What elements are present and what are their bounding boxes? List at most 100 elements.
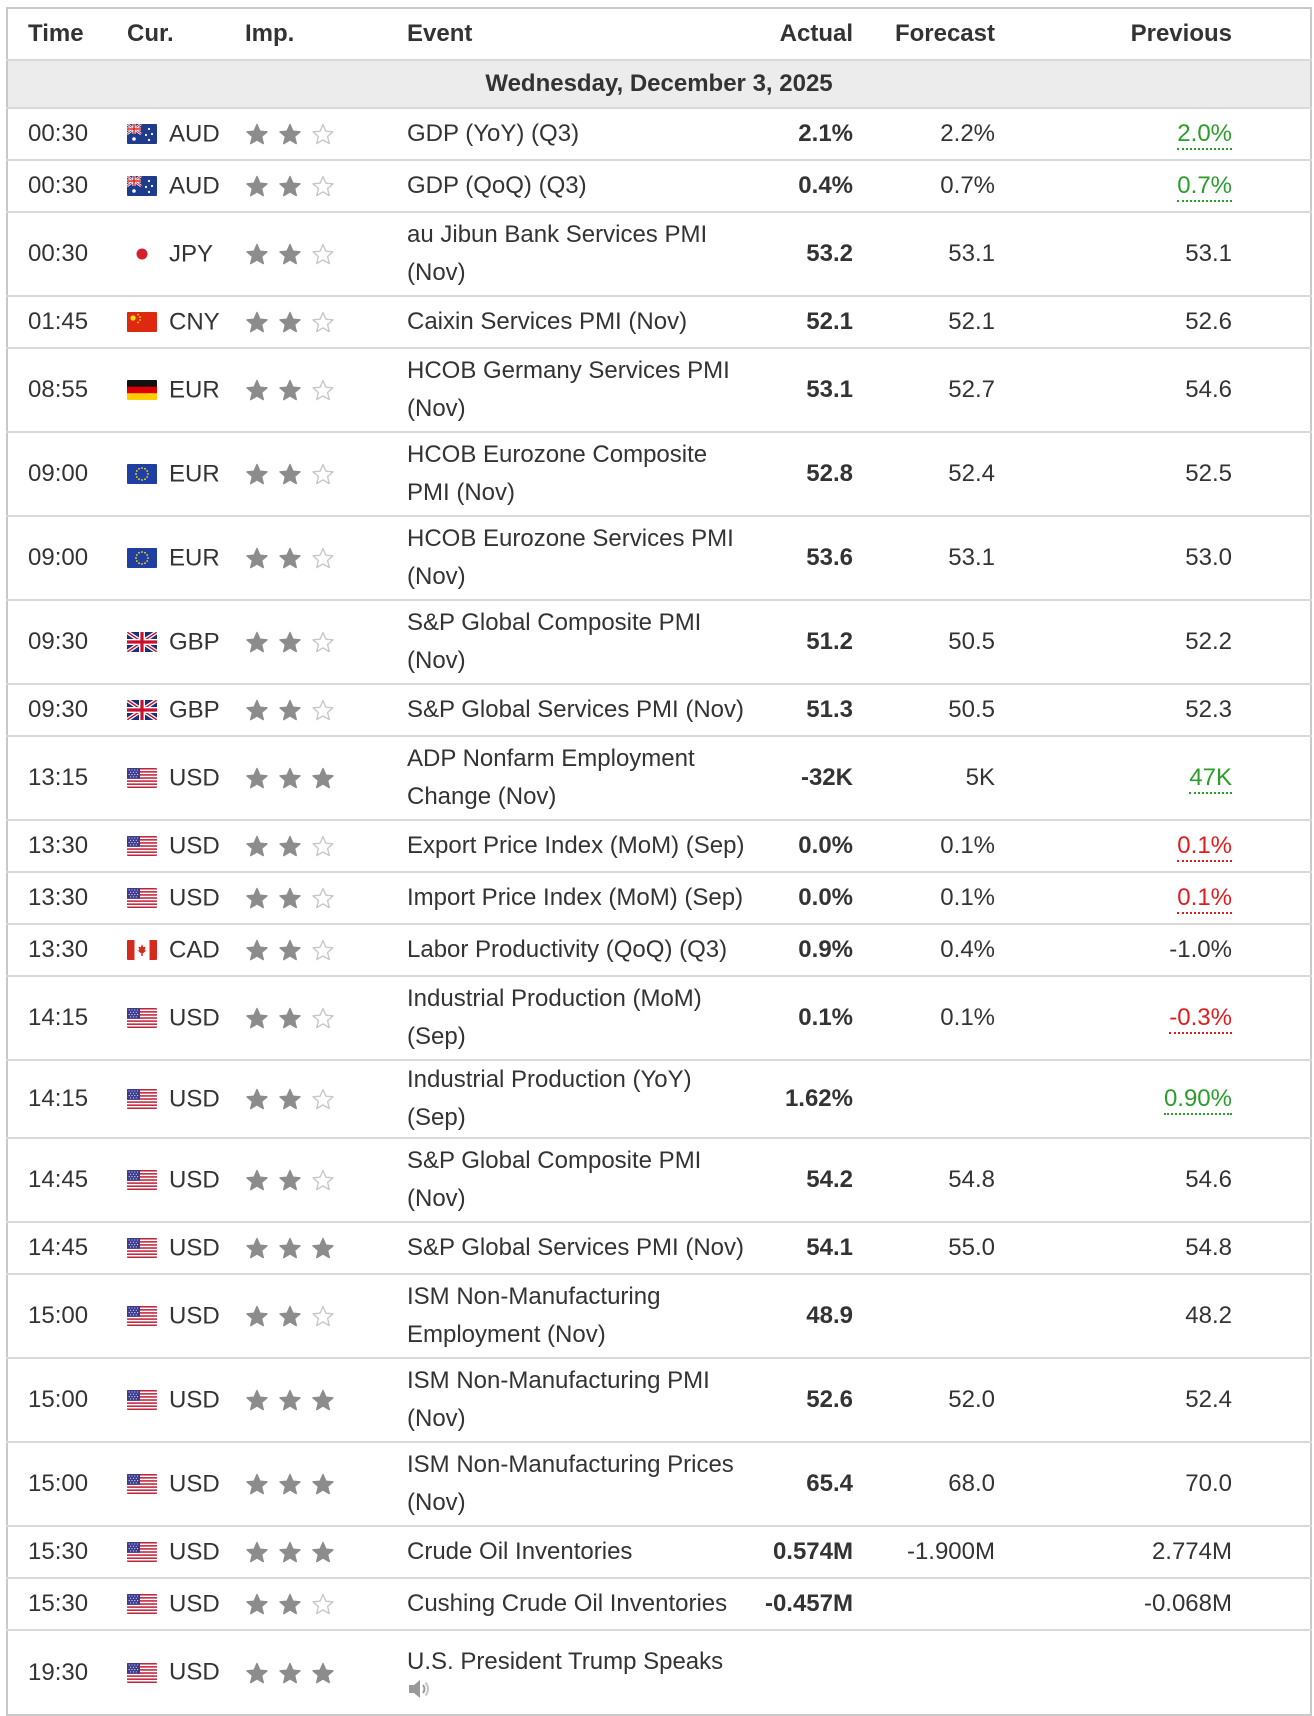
- event-row[interactable]: 15:00 USD ISM Non-Manufacturing Employment…: [7, 1273, 1311, 1358]
- event-row[interactable]: 15:30 USD Crude Oil Inventories 0.574M -1.90…: [7, 1525, 1311, 1578]
- event-row[interactable]: 09:30 GBP S&P Global Composite PMI (Nov) 51…: [7, 599, 1311, 684]
- event-name[interactable]: ISM Non-Manufacturing Employment (Nov): [407, 1283, 661, 1348]
- event-currency: USD: [127, 1357, 245, 1442]
- star-filled-icon: [245, 767, 269, 790]
- event-row[interactable]: 14:15 USD Industrial Production (YoY) (Sep…: [7, 1059, 1311, 1138]
- actual-value: [755, 1629, 873, 1715]
- event-name[interactable]: U.S. President Trump Speaks: [407, 1647, 724, 1675]
- event-name[interactable]: S&P Global Services PMI (Nov): [407, 1234, 744, 1261]
- header-event[interactable]: Event: [407, 7, 755, 60]
- event-row[interactable]: 09:30 GBP S&P Global Services PMI (Nov) 51.…: [7, 683, 1311, 736]
- previous-value-revised[interactable]: -0.3%: [1169, 1004, 1232, 1034]
- star-filled-icon: [278, 1237, 302, 1260]
- event-row[interactable]: 14:45 USD S&P Global Services PMI (Nov) 54.…: [7, 1221, 1311, 1274]
- actual-value: 52.1: [755, 295, 873, 348]
- actual-value: 53.2: [755, 211, 873, 296]
- header-currency[interactable]: Cur.: [127, 7, 245, 60]
- speaker-icon[interactable]: [407, 1675, 755, 1703]
- importance-stars: [245, 939, 335, 962]
- event-row[interactable]: 09:00 EUR HCOB Eurozone Composite PMI (Nov…: [7, 431, 1311, 516]
- star-empty-icon: [311, 463, 335, 486]
- event-name[interactable]: Industrial Production (MoM) (Sep): [407, 985, 702, 1050]
- header-previous[interactable]: Previous: [1001, 7, 1311, 60]
- event-row[interactable]: 13:30 USD Export Price Index (MoM) (Sep) 0.…: [7, 819, 1311, 872]
- event-name[interactable]: Crude Oil Inventories: [407, 1538, 633, 1565]
- header-time[interactable]: Time: [7, 7, 127, 60]
- event-name[interactable]: HCOB Germany Services PMI (Nov): [407, 357, 730, 422]
- event-row[interactable]: 09:00 EUR HCOB Eurozone Services PMI (Nov)…: [7, 515, 1311, 600]
- event-name[interactable]: Industrial Production (YoY) (Sep): [407, 1066, 692, 1131]
- event-currency: CNY: [127, 295, 245, 348]
- star-filled-icon: [245, 835, 269, 858]
- event-name[interactable]: S&P Global Services PMI (Nov): [407, 696, 744, 723]
- event-row[interactable]: 00:30 JPY au Jibun Bank Services PMI (Nov)…: [7, 211, 1311, 296]
- star-filled-icon: [245, 887, 269, 910]
- header-importance[interactable]: Imp.: [245, 7, 407, 60]
- previous-value-revised[interactable]: 0.90%: [1163, 1085, 1232, 1115]
- event-name[interactable]: ISM Non-Manufacturing Prices (Nov): [407, 1451, 734, 1516]
- event-time: 13:30: [7, 819, 127, 872]
- event-time: 15:30: [7, 1525, 127, 1578]
- header-actual[interactable]: Actual: [755, 7, 873, 60]
- currency-code: USD: [169, 1590, 220, 1618]
- germany-flag: [127, 380, 157, 401]
- star-filled-icon: [278, 699, 302, 722]
- star-filled-icon: [245, 699, 269, 722]
- event-row[interactable]: 14:15 USD Industrial Production (MoM) (Sep…: [7, 975, 1311, 1060]
- importance-stars: [245, 767, 335, 790]
- event-time: 00:30: [7, 159, 127, 212]
- previous-value-revised[interactable]: 0.1%: [1177, 884, 1232, 914]
- actual-value: 53.1: [755, 347, 873, 432]
- event-row[interactable]: 13:15 USD ADP Nonfarm Employment Change (N…: [7, 735, 1311, 820]
- event-name[interactable]: Import Price Index (MoM) (Sep): [407, 884, 744, 911]
- event-name[interactable]: HCOB Eurozone Composite PMI (Nov): [407, 441, 708, 506]
- event-row[interactable]: 19:30 USD U.S. President Trump Speaks: [7, 1629, 1311, 1715]
- previous-value-revised[interactable]: 0.7%: [1177, 172, 1232, 202]
- previous-value-revised[interactable]: 47K: [1189, 764, 1232, 794]
- event-name[interactable]: ISM Non-Manufacturing PMI (Nov): [407, 1367, 710, 1432]
- previous-value-revised[interactable]: 2.0%: [1177, 120, 1232, 150]
- previous-cell: 54.6: [1001, 347, 1311, 432]
- previous-value: 2.774M: [1151, 1538, 1232, 1565]
- currency-code: USD: [169, 1004, 220, 1032]
- event-row[interactable]: 08:55 EUR HCOB Germany Services PMI (Nov) 5…: [7, 347, 1311, 432]
- event-row[interactable]: 01:45 CNY Caixin Services PMI (Nov) 52.1 52.…: [7, 295, 1311, 348]
- event-importance: [245, 1137, 407, 1222]
- event-row[interactable]: 15:00 USD ISM Non-Manufacturing Prices (No…: [7, 1441, 1311, 1526]
- event-row[interactable]: 00:30 AUD GDP (YoY) (Q3) 2.1% 2.2% 2.0%: [7, 107, 1311, 160]
- day-header-row: Wednesday, December 3, 2025: [7, 59, 1311, 108]
- event-name[interactable]: ADP Nonfarm Employment Change (Nov): [407, 745, 695, 810]
- star-filled-icon: [311, 1662, 335, 1685]
- event-name[interactable]: au Jibun Bank Services PMI (Nov): [407, 221, 708, 286]
- event-name[interactable]: GDP (QoQ) (Q3): [407, 172, 587, 199]
- event-time: 15:00: [7, 1357, 127, 1442]
- star-filled-icon: [245, 175, 269, 198]
- event-name[interactable]: GDP (YoY) (Q3): [407, 120, 580, 147]
- us-flag: [127, 1238, 157, 1259]
- event-row[interactable]: 14:45 USD S&P Global Composite PMI (Nov) 54…: [7, 1137, 1311, 1222]
- event-name[interactable]: Caixin Services PMI (Nov): [407, 308, 688, 335]
- star-empty-icon: [311, 123, 335, 146]
- star-filled-icon: [245, 1088, 269, 1111]
- event-row[interactable]: 13:30 USD Import Price Index (MoM) (Sep) 0.…: [7, 871, 1311, 924]
- event-time: 14:15: [7, 975, 127, 1060]
- event-currency: USD: [127, 1577, 245, 1630]
- previous-cell: 0.7%: [1001, 159, 1311, 212]
- event-name[interactable]: S&P Global Composite PMI (Nov): [407, 609, 702, 674]
- event-currency: EUR: [127, 515, 245, 600]
- event-name[interactable]: HCOB Eurozone Services PMI (Nov): [407, 525, 734, 590]
- event-name[interactable]: Export Price Index (MoM) (Sep): [407, 832, 745, 859]
- event-cell: S&P Global Composite PMI (Nov): [407, 1137, 755, 1222]
- event-row[interactable]: 15:00 USD ISM Non-Manufacturing PMI (Nov) 5…: [7, 1357, 1311, 1442]
- event-row[interactable]: 13:30 CAD Labor Productivity (QoQ) (Q3) 0.9…: [7, 923, 1311, 976]
- event-row[interactable]: 15:30 USD Cushing Crude Oil Inventories -0.…: [7, 1577, 1311, 1630]
- event-name[interactable]: Labor Productivity (QoQ) (Q3): [407, 936, 728, 963]
- event-row[interactable]: 00:30 AUD GDP (QoQ) (Q3) 0.4% 0.7% 0.7%: [7, 159, 1311, 212]
- previous-value-revised[interactable]: 0.1%: [1177, 832, 1232, 862]
- header-forecast[interactable]: Forecast: [873, 7, 1001, 60]
- event-name[interactable]: S&P Global Composite PMI (Nov): [407, 1147, 702, 1212]
- us-flag: [127, 836, 157, 857]
- currency-code: USD: [169, 1538, 220, 1566]
- event-name[interactable]: Cushing Crude Oil Inventories: [407, 1590, 728, 1617]
- star-empty-icon: [311, 311, 335, 334]
